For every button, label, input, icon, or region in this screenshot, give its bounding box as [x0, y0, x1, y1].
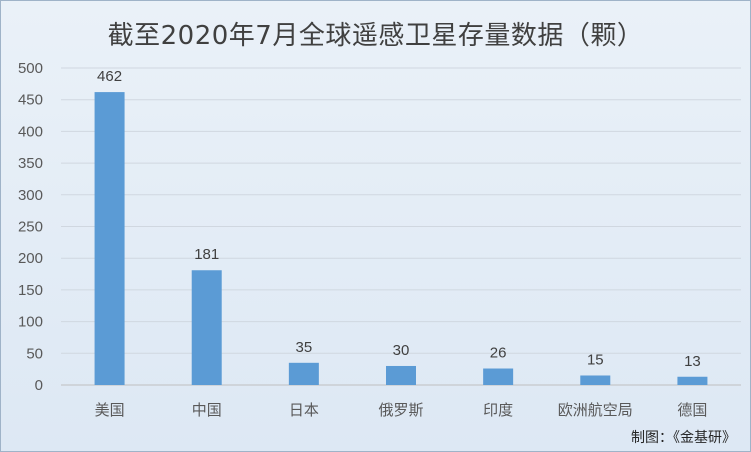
bar: [386, 365, 416, 385]
bar: [191, 270, 222, 385]
y-tick-label: 150: [18, 282, 43, 299]
x-tick-label: 美国: [95, 401, 125, 419]
data-label: 35: [296, 339, 313, 356]
y-tick-label: 500: [18, 60, 43, 77]
chart-title: 截至2020年7月全球遥感卫星存量数据（颗）: [107, 21, 644, 51]
x-tick-label: 德国: [677, 401, 707, 419]
x-tick-label: 印度: [483, 401, 513, 419]
data-label: 15: [587, 351, 604, 368]
bar: [677, 376, 708, 385]
y-tick-label: 250: [18, 219, 43, 236]
y-tick-label: 100: [18, 314, 43, 331]
y-tick-label: 400: [18, 123, 43, 140]
data-label: 462: [97, 68, 122, 85]
bar: [288, 362, 319, 385]
bar: [483, 368, 514, 385]
y-tick-label: 0: [35, 377, 43, 394]
x-tick-label: 欧洲航空局: [558, 401, 633, 419]
bar: [94, 92, 125, 385]
y-tick-label: 300: [18, 187, 43, 204]
data-label: 26: [490, 345, 507, 362]
y-tick-label: 200: [18, 250, 43, 267]
y-tick-label: 450: [18, 92, 43, 109]
x-tick-label: 中国: [192, 401, 222, 419]
source-credit: 制图：《金基研》: [631, 430, 736, 446]
bar: [580, 375, 611, 385]
x-tick-label: 俄罗斯: [378, 401, 423, 419]
y-tick-label: 350: [18, 155, 43, 172]
data-label: 13: [684, 353, 701, 370]
y-tick-label: 50: [26, 345, 43, 362]
data-label: 30: [393, 342, 410, 359]
data-label: 181: [194, 246, 219, 263]
x-tick-label: 日本: [289, 401, 319, 419]
